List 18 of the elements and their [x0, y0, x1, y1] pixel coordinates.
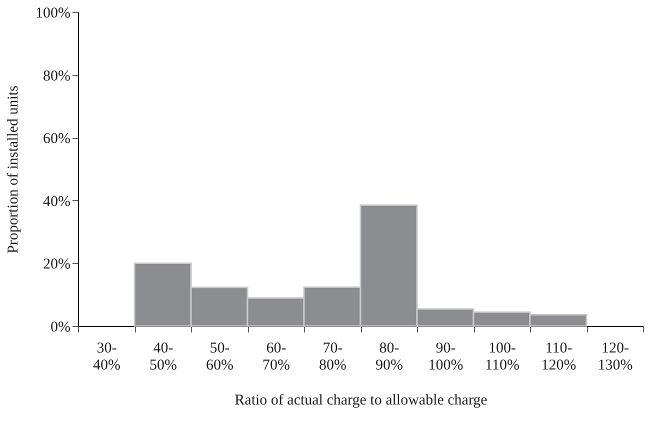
y-tick-label: 100% [36, 6, 70, 22]
x-tick-label: 30-40% [93, 340, 120, 374]
y-axis-title: Proportion of installed units [6, 85, 22, 254]
x-tick-label: 70-80% [319, 340, 346, 374]
x-tick-label: 120-130% [598, 340, 633, 374]
y-tick-label: 40% [43, 194, 70, 210]
x-tick-label: 80-90% [376, 340, 403, 374]
x-tick-label: 90-100% [428, 340, 464, 374]
y-tick-label: 0% [50, 320, 70, 336]
y-tick-label: 80% [43, 68, 70, 84]
y-tick-label: 20% [43, 256, 70, 273]
y-tick-label: 60% [43, 131, 70, 148]
x-tick-label: 50-60% [206, 340, 234, 374]
x-tick-label: 100-110% [485, 340, 520, 374]
x-tick-label: 60-70% [262, 340, 290, 374]
x-tick-label: 40-50% [150, 340, 177, 374]
x-tick-label: 110-120% [541, 340, 576, 374]
x-axis-title: Ratio of actual charge to allowable charge [234, 392, 488, 408]
